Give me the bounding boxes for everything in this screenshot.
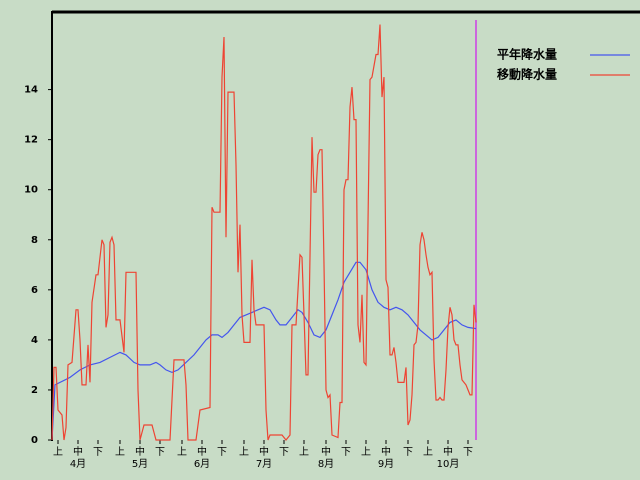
x-tick-label: 中 (73, 445, 83, 458)
y-tick-label: 10 (24, 185, 38, 196)
x-tick-label: 下 (93, 447, 103, 458)
y-tick-label: 12 (24, 135, 38, 146)
legend-label: 移動降水量 (497, 67, 557, 82)
x-tick-label: 中 (135, 445, 145, 458)
x-tick-label: 下 (279, 447, 289, 458)
x-tick-label: 下 (155, 447, 165, 458)
y-tick-label: 2 (31, 385, 38, 396)
x-tick-label: 上 (115, 446, 125, 458)
month-label: 6月 (194, 458, 210, 470)
x-tick-label: 中 (321, 445, 331, 458)
x-tick-label: 上 (53, 446, 63, 458)
x-tick-label: 上 (239, 446, 249, 458)
y-tick-label: 8 (31, 235, 38, 246)
series-line (51, 24, 477, 441)
x-tick-label: 下 (341, 447, 351, 458)
month-label: 9月 (378, 458, 394, 470)
y-tick-label: 14 (24, 85, 38, 96)
x-tick-label: 中 (259, 445, 269, 458)
month-label: 8月 (318, 458, 334, 470)
x-tick-label: 中 (197, 445, 207, 458)
x-tick-label: 上 (299, 446, 309, 458)
x-tick-label: 下 (463, 447, 473, 458)
y-tick-label: 0 (31, 435, 38, 446)
x-tick-label: 中 (443, 445, 453, 458)
legend-label: 平年降水量 (497, 47, 557, 62)
month-label: 10月 (437, 458, 460, 470)
y-tick-label: 6 (31, 285, 38, 296)
month-label: 4月 (70, 458, 86, 470)
x-tick-label: 上 (177, 446, 187, 458)
x-tick-label: 上 (361, 446, 371, 458)
x-tick-label: 下 (217, 447, 227, 458)
y-tick-label: 4 (31, 335, 38, 346)
series-line (51, 261, 477, 441)
month-label: 5月 (132, 458, 148, 470)
x-tick-label: 中 (381, 445, 391, 458)
x-tick-label: 下 (403, 447, 413, 458)
month-label: 7月 (256, 458, 272, 470)
x-tick-label: 上 (423, 446, 433, 458)
